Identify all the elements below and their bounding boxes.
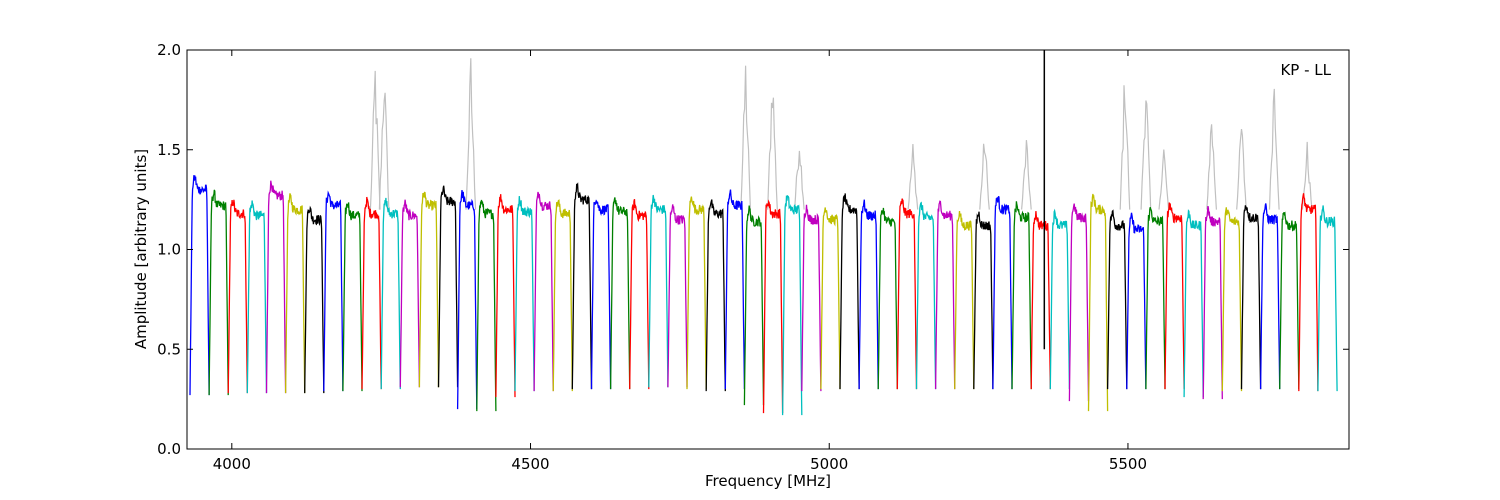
channel-34-line bbox=[820, 207, 841, 390]
channel-46-line bbox=[1049, 208, 1071, 390]
channel-39-line bbox=[915, 201, 937, 390]
flagged-spike bbox=[1158, 149, 1170, 210]
flagged-spike bbox=[794, 150, 805, 210]
channel-27-line bbox=[686, 196, 707, 390]
flagged-spike bbox=[740, 65, 751, 210]
flagged-spike bbox=[1206, 124, 1217, 210]
channel-38-line bbox=[896, 198, 918, 390]
channel-33-line bbox=[801, 204, 822, 392]
channel-1-line bbox=[189, 175, 210, 396]
channel-19-line bbox=[533, 191, 554, 392]
channel-28-line bbox=[705, 199, 726, 392]
channel-26-line bbox=[667, 204, 688, 388]
channel-9-line bbox=[342, 202, 363, 392]
channel-13-line bbox=[418, 191, 440, 388]
y-tick-label: 1.5 bbox=[157, 141, 181, 159]
channel-29-line bbox=[724, 189, 746, 390]
channel-24-line bbox=[629, 199, 650, 390]
channel-48-line bbox=[1087, 193, 1109, 412]
channel-58-line bbox=[1279, 211, 1300, 390]
flagged-spike bbox=[1236, 129, 1247, 210]
y-axis-label: Amplitude [arbitrary units] bbox=[132, 149, 150, 349]
channel-6-line bbox=[284, 193, 306, 394]
channel-3-line bbox=[227, 199, 248, 394]
flagged-spike bbox=[1021, 140, 1032, 210]
tick-layer: 4000 4500 5000 5500 0.0 0.5 1.0 1.5 2.0 bbox=[157, 41, 1349, 473]
channel-18-line bbox=[514, 196, 535, 392]
channel-50-line bbox=[1126, 212, 1147, 390]
x-tick-label: 5500 bbox=[1109, 455, 1147, 473]
channel-60-line bbox=[1317, 205, 1338, 392]
channel-22-line bbox=[590, 199, 612, 390]
channel-44-line bbox=[1011, 201, 1032, 390]
channel-45-line bbox=[1030, 211, 1051, 390]
channel-42-line bbox=[973, 211, 994, 390]
channel-51-line bbox=[1145, 207, 1166, 390]
channel-43-line bbox=[992, 196, 1013, 390]
channel-23-line bbox=[609, 197, 631, 390]
channel-54-line bbox=[1202, 205, 1223, 400]
flagged-spike bbox=[907, 143, 919, 210]
channel-17-line bbox=[495, 194, 516, 398]
flagged-spike bbox=[1119, 85, 1131, 210]
flagged-spike bbox=[1301, 141, 1313, 210]
channel-35-line bbox=[839, 193, 860, 390]
channel-10-line bbox=[361, 196, 382, 390]
plot-frame bbox=[186, 49, 1350, 450]
x-tick-label: 5000 bbox=[810, 455, 848, 473]
annotation-label: KP - LL bbox=[1280, 61, 1331, 79]
flagged-spike bbox=[1268, 88, 1280, 210]
channel-4-line bbox=[246, 200, 268, 394]
channel-7-line bbox=[304, 205, 325, 394]
channel-57-line bbox=[1259, 203, 1281, 390]
channel-20-line bbox=[552, 199, 573, 392]
channel-14-line bbox=[437, 185, 459, 388]
y-tick-label: 1.0 bbox=[157, 241, 181, 259]
channel-32-line bbox=[781, 195, 803, 416]
channel-12-line bbox=[399, 199, 421, 388]
channel-56-line bbox=[1240, 205, 1262, 390]
flagged-spike bbox=[369, 70, 381, 210]
x-tick-label: 4000 bbox=[213, 455, 251, 473]
channel-21-line bbox=[571, 182, 593, 390]
y-tick-label: 0.0 bbox=[157, 440, 181, 458]
channel-41-line bbox=[954, 210, 975, 390]
channel-11-line bbox=[380, 197, 401, 390]
channel-37-line bbox=[877, 207, 898, 390]
channel-31-line bbox=[762, 199, 784, 414]
channel-52-line bbox=[1164, 202, 1185, 390]
channel-36-line bbox=[858, 199, 879, 390]
flagged-spike bbox=[465, 58, 477, 210]
y-tick-label: 0.5 bbox=[157, 340, 181, 358]
channel-40-line bbox=[934, 200, 956, 390]
channel-55-line bbox=[1221, 207, 1243, 392]
channel-5-line bbox=[265, 180, 287, 394]
channel-53-line bbox=[1183, 209, 1204, 398]
x-tick-label: 4500 bbox=[511, 455, 549, 473]
data-layer bbox=[189, 50, 1338, 416]
channel-8-line bbox=[323, 190, 344, 392]
flagged-spike bbox=[979, 143, 990, 210]
channel-59-line bbox=[1298, 193, 1319, 392]
channel-16-line bbox=[476, 199, 497, 412]
flagged-spike bbox=[378, 92, 390, 210]
channel-30-line bbox=[743, 205, 765, 406]
flagged-spike bbox=[767, 97, 778, 210]
channel-25-line bbox=[648, 194, 669, 388]
channel-2-line bbox=[208, 189, 229, 396]
channel-15-line bbox=[456, 189, 478, 410]
y-tick-label: 2.0 bbox=[157, 41, 181, 59]
channel-49-line bbox=[1106, 209, 1128, 390]
x-axis-label: Frequency [MHz] bbox=[705, 472, 831, 490]
flagged-spike bbox=[1140, 100, 1152, 210]
channel-47-line bbox=[1068, 203, 1090, 402]
